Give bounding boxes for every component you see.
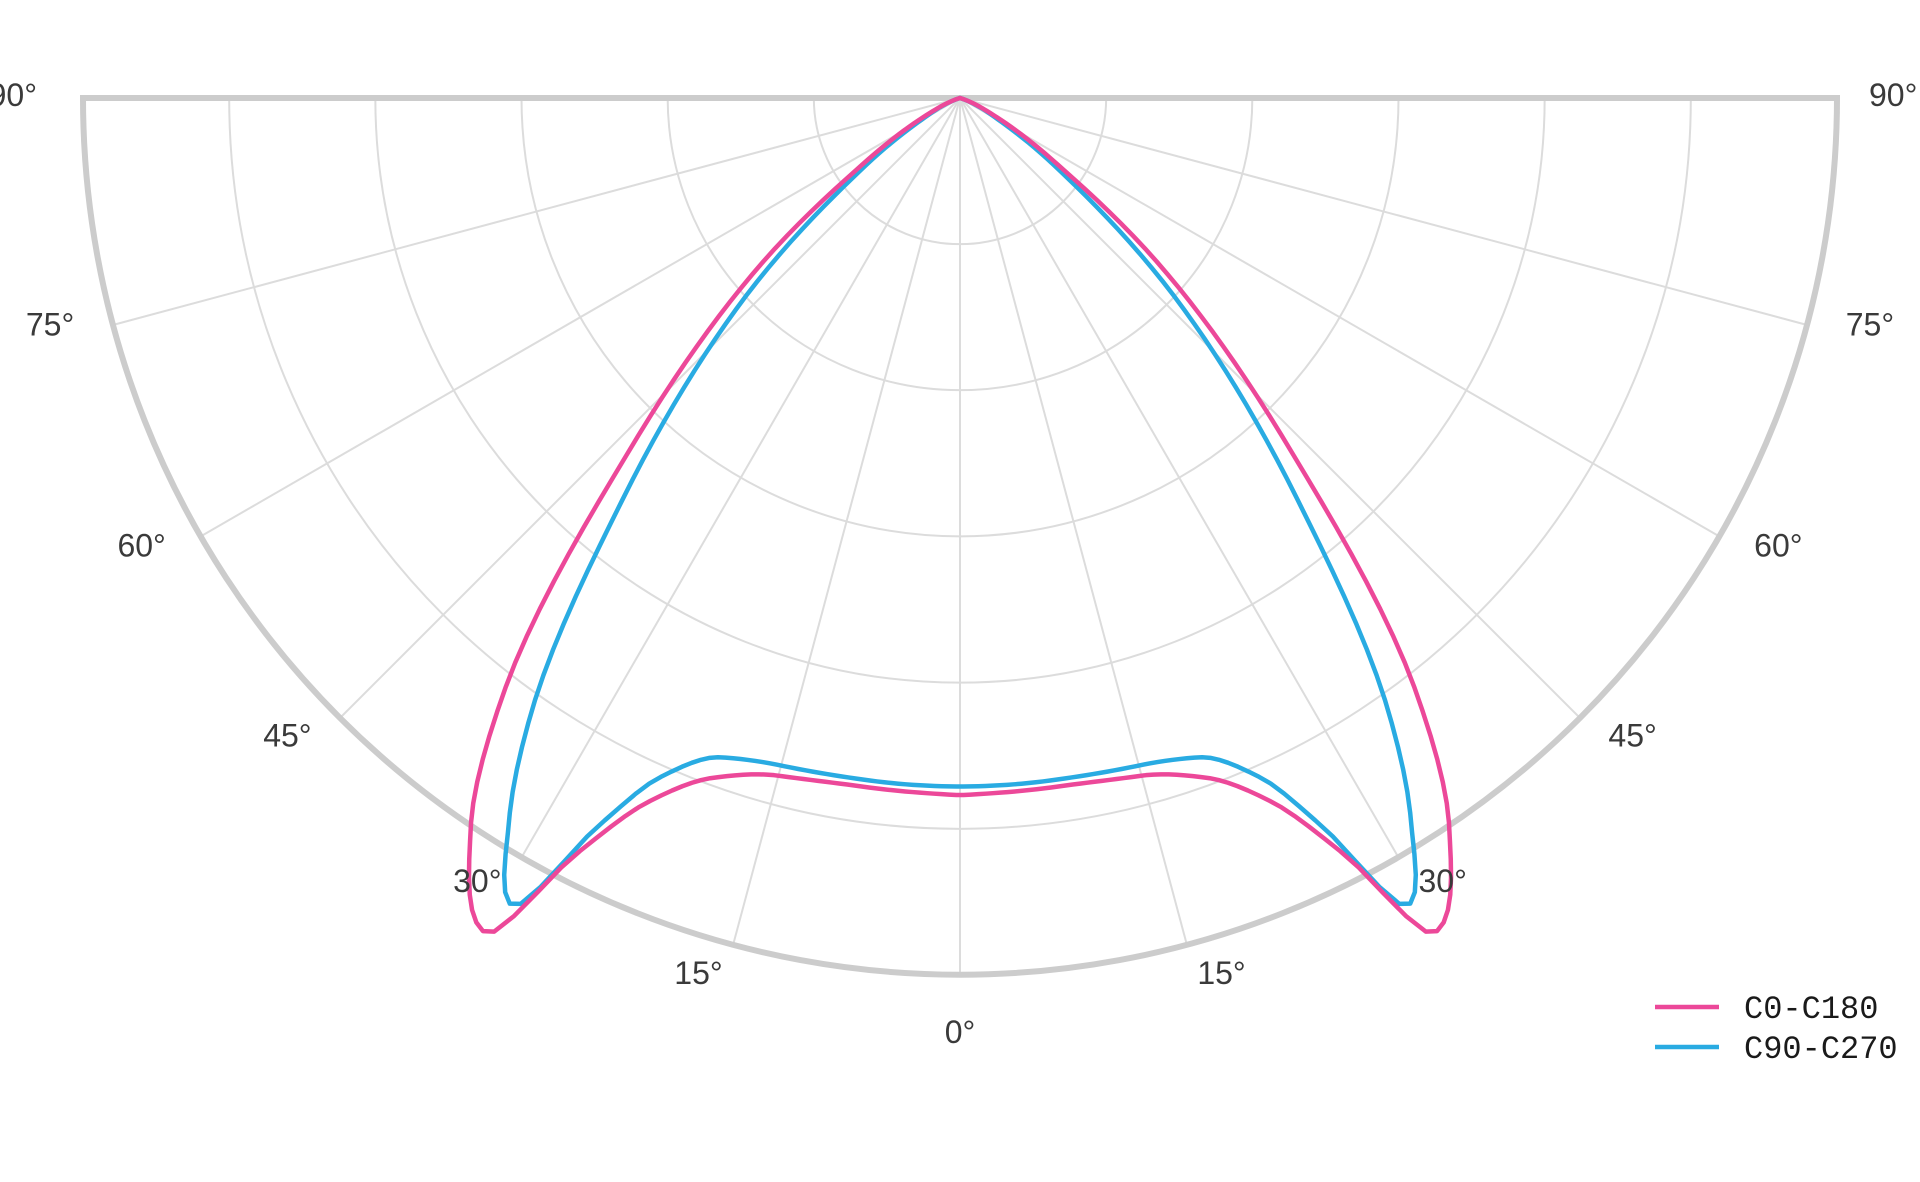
svg-text:30°: 30° (1419, 863, 1467, 899)
svg-text:60°: 60° (117, 528, 165, 564)
svg-text:0°: 0° (945, 1014, 976, 1050)
svg-text:90°: 90° (0, 77, 37, 113)
svg-text:45°: 45° (1608, 717, 1656, 753)
svg-text:30°: 30° (453, 863, 501, 899)
svg-text:15°: 15° (1197, 955, 1245, 991)
svg-text:90°: 90° (1869, 77, 1917, 113)
svg-text:45°: 45° (263, 717, 311, 753)
svg-text:75°: 75° (26, 306, 74, 342)
svg-text:C90-C270: C90-C270 (1744, 1031, 1898, 1068)
svg-text:15°: 15° (674, 955, 722, 991)
svg-text:75°: 75° (1846, 306, 1894, 342)
svg-text:60°: 60° (1754, 528, 1802, 564)
svg-text:C0-C180: C0-C180 (1744, 991, 1878, 1028)
